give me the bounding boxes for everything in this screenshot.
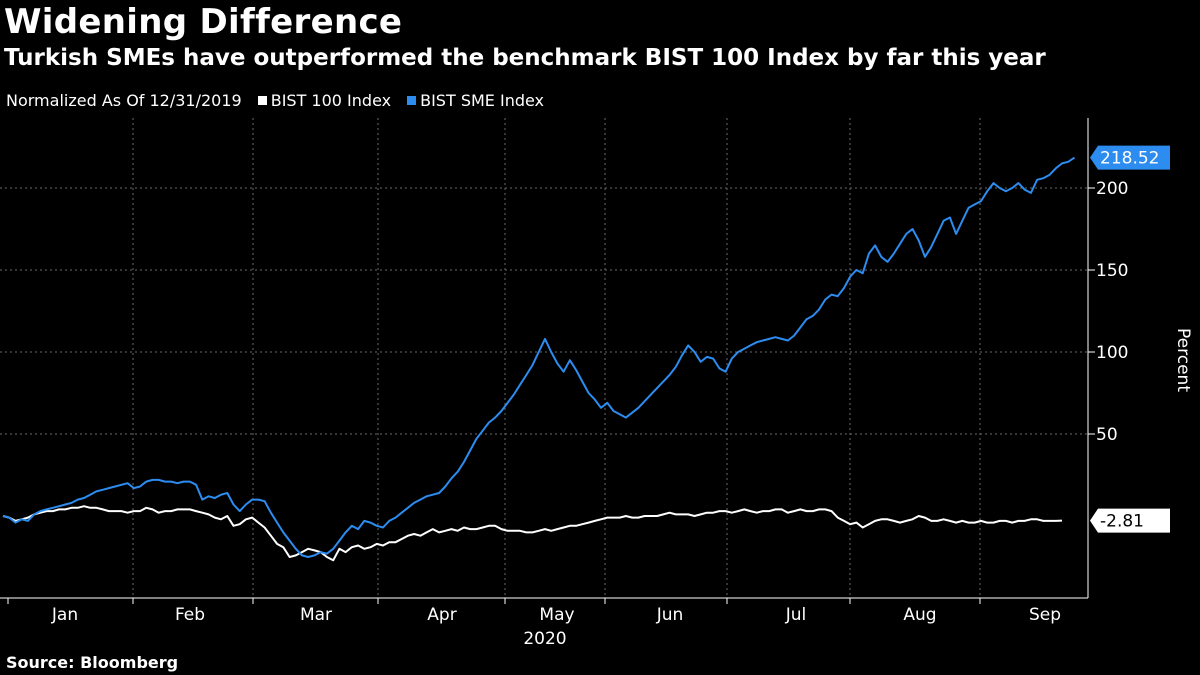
x-tick-label: Jan	[51, 605, 78, 625]
chart-subtitle: Turkish SMEs have outperformed the bench…	[4, 45, 1046, 71]
y-tick-label: 150	[1096, 261, 1128, 281]
x-tick-label: Jul	[785, 605, 807, 625]
x-tick-label: Aug	[903, 605, 936, 625]
x-tick-label: Apr	[427, 605, 456, 625]
series-line-bistsme	[2, 156, 1076, 558]
series-line-bist100	[2, 505, 1063, 562]
x-tick-label: Feb	[175, 605, 205, 625]
x-tick-label: Sep	[1029, 605, 1061, 625]
y-tick-label: 100	[1096, 343, 1128, 363]
chart-legend: Normalized As Of 12/31/2019 BIST 100 Ind…	[6, 91, 544, 110]
x-axis-label: 2020	[523, 629, 566, 649]
source-note: Source: Bloomberg	[6, 653, 179, 672]
chart-title: Widening Difference	[4, 2, 403, 42]
y-axis-label: Percent	[1173, 328, 1193, 392]
y-tick-label: 200	[1096, 179, 1128, 199]
svg-text:218.52: 218.52	[1100, 149, 1159, 169]
x-tick-label: Jun	[656, 605, 684, 625]
legend-label-bistsme: BIST SME Index	[420, 91, 545, 110]
y-tick-label: 50	[1096, 425, 1118, 445]
x-tick-label: May	[539, 605, 574, 625]
x-tick-label: Mar	[300, 605, 332, 625]
legend-swatch-bist100	[257, 96, 267, 105]
svg-text:-2.81: -2.81	[1100, 512, 1144, 532]
end-label-bist100: -2.81	[1090, 508, 1170, 533]
legend-note: Normalized As Of 12/31/2019	[6, 91, 242, 110]
legend-label-bist100: BIST 100 Index	[270, 91, 392, 110]
legend-swatch-bistsme	[407, 96, 417, 105]
end-label-bistsme: 218.52	[1090, 145, 1170, 170]
